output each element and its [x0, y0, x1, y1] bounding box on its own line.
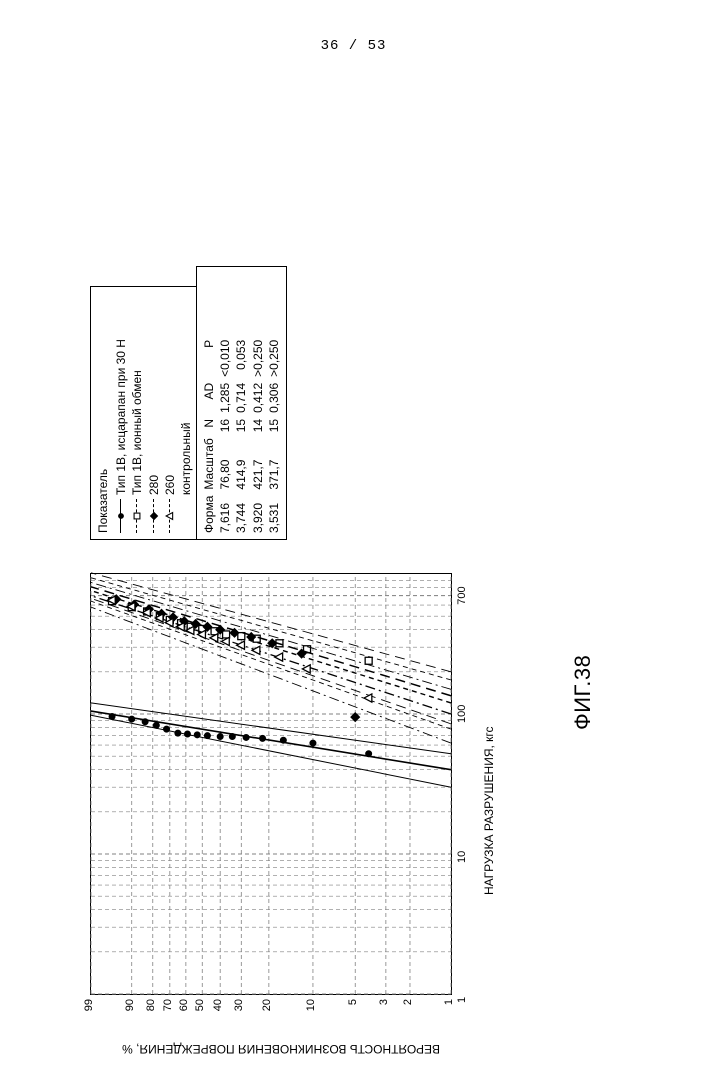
y-tick-label: 2: [402, 999, 414, 1019]
table-cell: 414,9: [233, 432, 249, 489]
table-header-cell: Масштаб: [201, 432, 217, 489]
figure-stage: ВЕРОЯТНОСТЬ ВОЗНИКНОВЕНИЯ ПОВРЕЖДЕНИЯ, %…: [50, 220, 650, 1080]
probability-plot: [90, 573, 452, 995]
legend-item: 280: [146, 293, 162, 533]
legend-swatch: [164, 499, 176, 533]
legend-annotation: контрольный: [178, 293, 194, 533]
legend-item: Тип 1B, исцарапан при 30 Н: [113, 293, 129, 533]
table-cell: 3,920: [250, 490, 266, 533]
legend-box: Показатель Тип 1B, исцарапан при 30 НТип…: [90, 286, 199, 540]
table-cell: 7,616: [217, 490, 233, 533]
table-cell: 0,306: [266, 377, 282, 413]
legend-label: Тип 1B, исцарапан при 30 Н: [113, 339, 129, 495]
table-cell: 3,744: [233, 490, 249, 533]
table-header-cell: AD: [201, 377, 217, 413]
table-cell: 3,531: [266, 490, 282, 533]
x-tick-label: 10: [456, 851, 468, 863]
legend-label: 260: [162, 475, 178, 495]
y-tick-label: 5: [347, 999, 359, 1019]
table-cell: 371,7: [266, 432, 282, 489]
x-tick-label: 700: [456, 586, 468, 604]
table-cell: <0,010: [217, 334, 233, 377]
table-cell: 0,714: [233, 377, 249, 413]
legend-swatch: [148, 499, 160, 533]
table-cell: 14: [250, 413, 266, 432]
page-number: 36 / 53: [0, 38, 707, 54]
legend-swatch: [115, 499, 127, 533]
y-tick-label: 20: [261, 999, 273, 1019]
stats-table: ФормаМасштабNADP 7,61676,80161,285<0,010…: [201, 334, 282, 533]
table-header-cell: Форма: [201, 490, 217, 533]
legend-swatch: [131, 499, 143, 533]
legend-label: Тип 1B, ионный обмен: [129, 370, 145, 495]
table-row: 7,61676,80161,285<0,010: [217, 334, 233, 533]
legend-label: 280: [146, 475, 162, 495]
stats-box: ФормаМасштабNADP 7,61676,80161,285<0,010…: [196, 266, 287, 540]
plot-svg: [91, 574, 451, 994]
table-row: 3,744414,9150,7140,053: [233, 334, 249, 533]
table-cell: 1,285: [217, 377, 233, 413]
table-cell: 76,80: [217, 432, 233, 489]
legend-item: 260: [162, 293, 178, 533]
y-tick-label: 70: [162, 999, 174, 1019]
table-cell: 0,053: [233, 334, 249, 377]
figure-caption: ФИГ.38: [570, 655, 596, 730]
table-cell: 0,412: [250, 377, 266, 413]
table-row: ФормаМасштабNADP: [201, 334, 217, 533]
y-tick-label: 60: [178, 999, 190, 1019]
figure-rotated-wrapper: ВЕРОЯТНОСТЬ ВОЗНИКНОВЕНИЯ ПОВРЕЖДЕНИЯ, %…: [50, 220, 650, 780]
table-header-cell: P: [201, 334, 217, 377]
y-tick-label: 30: [233, 999, 245, 1019]
table-cell: >0,250: [250, 334, 266, 377]
y-tick-label: 1: [443, 999, 455, 1019]
y-axis-label: ВЕРОЯТНОСТЬ ВОЗНИКНОВЕНИЯ ПОВРЕЖДЕНИЯ, %: [122, 1042, 440, 1056]
page: 36 / 53 ВЕРОЯТНОСТЬ ВОЗНИКНОВЕНИЯ ПОВРЕЖ…: [0, 0, 707, 1000]
table-row: 3,531371,7150,306>0,250: [266, 334, 282, 533]
legend-item: Тип 1B, ионный обмен: [129, 293, 145, 533]
table-header-cell: N: [201, 413, 217, 432]
y-tick-label: 40: [212, 999, 224, 1019]
x-tick-label: 100: [456, 705, 468, 723]
y-tick-label: 99: [83, 999, 95, 1019]
table-cell: 15: [266, 413, 282, 432]
legend-title: Показатель: [95, 293, 111, 533]
table-cell: >0,250: [266, 334, 282, 377]
y-tick-label: 10: [305, 999, 317, 1019]
x-axis-label: НАГРУЗКА РАЗРУШЕНИЯ, кгс: [482, 726, 496, 895]
y-tick-label: 90: [124, 999, 136, 1019]
table-cell: 421,7: [250, 432, 266, 489]
table-cell: 15: [233, 413, 249, 432]
table-cell: 16: [217, 413, 233, 432]
y-tick-label: 80: [145, 999, 157, 1019]
table-row: 3,920421,7140,412>0,250: [250, 334, 266, 533]
y-tick-label: 50: [194, 999, 206, 1019]
y-tick-label: 3: [378, 999, 390, 1019]
